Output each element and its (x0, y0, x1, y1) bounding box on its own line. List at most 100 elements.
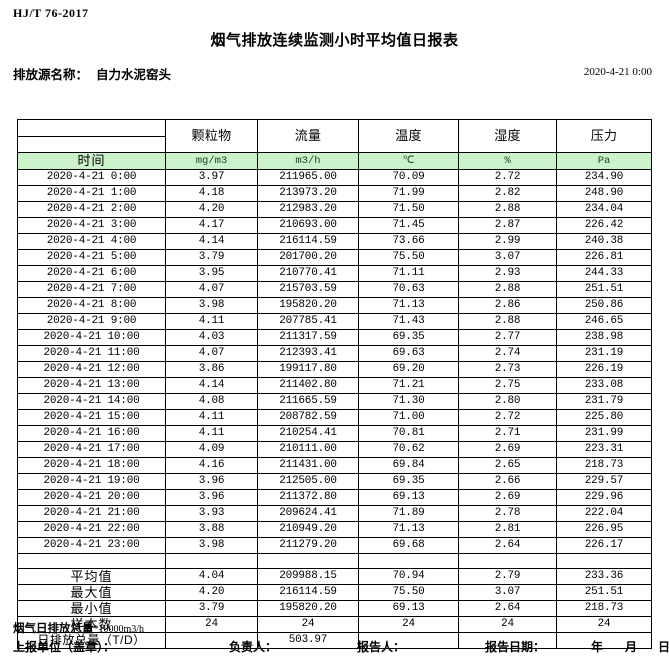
footer-note-unit: *10000m3/h (93, 624, 145, 635)
cell-time: 2020-4-21 22:00 (17, 521, 166, 538)
cell-value: 4.03 (165, 329, 258, 346)
summary-value: 75.50 (358, 584, 459, 601)
cell-value: 71.30 (358, 393, 459, 410)
cell-value: 2.87 (458, 217, 557, 234)
cell-value: 240.38 (556, 233, 652, 250)
cell-value: 71.99 (358, 185, 459, 202)
cell-value: 229.96 (556, 489, 652, 506)
footer-year: 年 (591, 640, 604, 654)
cell-value: 71.43 (358, 313, 459, 330)
cell-value: 4.18 (165, 185, 258, 202)
header-blank-bottom (18, 137, 165, 152)
table-row: 2020-4-21 21:00 3.93 209624.41 71.89 2.78 222… (17, 505, 652, 522)
cell-value: 211279.20 (257, 537, 359, 554)
cell-value: 4.14 (165, 377, 258, 394)
cell-value: 210949.20 (257, 521, 359, 538)
header-unit-pressure: Pa (556, 152, 652, 170)
cell-value: 2.88 (458, 201, 557, 218)
table-row: 2020-4-21 4:00 4.14 216114.59 73.66 2.99 240.… (17, 233, 652, 250)
cell-value: 71.45 (358, 217, 459, 234)
summary-value: 216114.59 (257, 584, 359, 601)
header-unit-flow: m3/h (257, 152, 359, 170)
cell-value: 231.19 (556, 345, 652, 362)
cell-value: 2.77 (458, 329, 557, 346)
cell-value: 226.42 (556, 217, 652, 234)
summary-value: 503.97 (257, 632, 359, 649)
cell-value: 225.80 (556, 409, 652, 426)
cell-value: 4.11 (165, 409, 258, 426)
cell-value: 71.13 (358, 521, 459, 538)
cell-time: 2020-4-21 7:00 (17, 281, 166, 298)
standard-code: HJ/T 76-2017 (13, 6, 89, 20)
cell-value: 231.79 (556, 393, 652, 410)
cell-time: 2020-4-21 15:00 (17, 409, 166, 426)
summary-value: 218.73 (556, 600, 652, 617)
cell-time: 2020-4-21 4:00 (17, 233, 166, 250)
cell-value: 211372.80 (257, 489, 359, 506)
spacer-cell (17, 553, 166, 569)
cell-value: 218.73 (556, 457, 652, 474)
cell-value: 4.20 (165, 201, 258, 218)
cell-value: 250.86 (556, 297, 652, 314)
cell-value: 199117.80 (257, 361, 359, 378)
cell-value: 231.99 (556, 425, 652, 442)
summary-value: 195820.20 (257, 600, 359, 617)
page-title: 烟气排放连续监测小时平均值日报表 (210, 32, 459, 49)
cell-value: 216114.59 (257, 233, 359, 250)
cell-value: 2.93 (458, 265, 557, 282)
header-cell-blank (17, 119, 166, 153)
cell-value: 73.66 (358, 233, 459, 250)
cell-time: 2020-4-21 0:00 (17, 169, 166, 186)
summary-value: 2.64 (458, 600, 557, 617)
cell-value: 248.90 (556, 185, 652, 202)
cell-time: 2020-4-21 19:00 (17, 473, 166, 490)
cell-value: 71.89 (358, 505, 459, 522)
summary-value: 4.20 (165, 584, 258, 601)
cell-value: 3.88 (165, 521, 258, 538)
footer-day: 日 (658, 640, 669, 654)
cell-value: 211965.00 (257, 169, 359, 186)
cell-time: 2020-4-21 2:00 (17, 201, 166, 218)
cell-value: 2.75 (458, 377, 557, 394)
header-row-names: 颗粒物 流量 温度 湿度 压力 (17, 119, 652, 153)
summary-value: 69.13 (358, 600, 459, 617)
cell-value: 69.63 (358, 345, 459, 362)
header-blank-top (18, 120, 165, 137)
table-row: 2020-4-21 22:00 3.88 210949.20 71.13 2.81 226… (17, 521, 652, 538)
report-table: 颗粒物 流量 温度 湿度 压力 时间 mg/m3 m3/h ℃ % Pa 202… (17, 119, 652, 649)
summary-row: 平均值 4.04 209988.15 70.94 2.79 233.36 (17, 568, 652, 585)
cell-value: 3.95 (165, 265, 258, 282)
cell-value: 3.07 (458, 249, 557, 266)
header-cell-flow: 流量 (257, 119, 359, 153)
cell-value: 244.33 (556, 265, 652, 282)
cell-value: 70.63 (358, 281, 459, 298)
cell-value: 69.68 (358, 537, 459, 554)
summary-row: 最大值 4.20 216114.59 75.50 3.07 251.51 (17, 584, 652, 601)
cell-value: 69.84 (358, 457, 459, 474)
cell-value: 2.82 (458, 185, 557, 202)
summary-value: 70.94 (358, 568, 459, 585)
cell-value: 2.66 (458, 473, 557, 490)
cell-time: 2020-4-21 17:00 (17, 441, 166, 458)
cell-value: 201700.20 (257, 249, 359, 266)
cell-value: 215703.59 (257, 281, 359, 298)
cell-value: 70.62 (358, 441, 459, 458)
cell-value: 2.99 (458, 233, 557, 250)
footer-note: 烟气日排放总量*10000m3/h (13, 622, 663, 637)
cell-value: 211431.00 (257, 457, 359, 474)
table-row: 2020-4-21 7:00 4.07 215703.59 70.63 2.88 251.… (17, 281, 652, 298)
cell-value: 229.57 (556, 473, 652, 490)
cell-time: 2020-4-21 6:00 (17, 265, 166, 282)
table-row: 2020-4-21 0:00 3.97 211965.00 70.09 2.72 234.… (17, 169, 652, 186)
table-row: 2020-4-21 8:00 3.98 195820.20 71.13 2.86 250.… (17, 297, 652, 314)
cell-value: 2.64 (458, 537, 557, 554)
cell-value: 226.17 (556, 537, 652, 554)
cell-value: 2.80 (458, 393, 557, 410)
table-row: 2020-4-21 10:00 4.03 211317.59 69.35 2.77 238… (17, 329, 652, 346)
table-row: 2020-4-21 15:00 4.11 208782.59 71.00 2.72 225… (17, 409, 652, 426)
spacer-cell (458, 553, 557, 569)
cell-value: 4.07 (165, 345, 258, 362)
cell-value: 71.21 (358, 377, 459, 394)
cell-value: 2.86 (458, 297, 557, 314)
table-spacer-row (17, 553, 652, 569)
